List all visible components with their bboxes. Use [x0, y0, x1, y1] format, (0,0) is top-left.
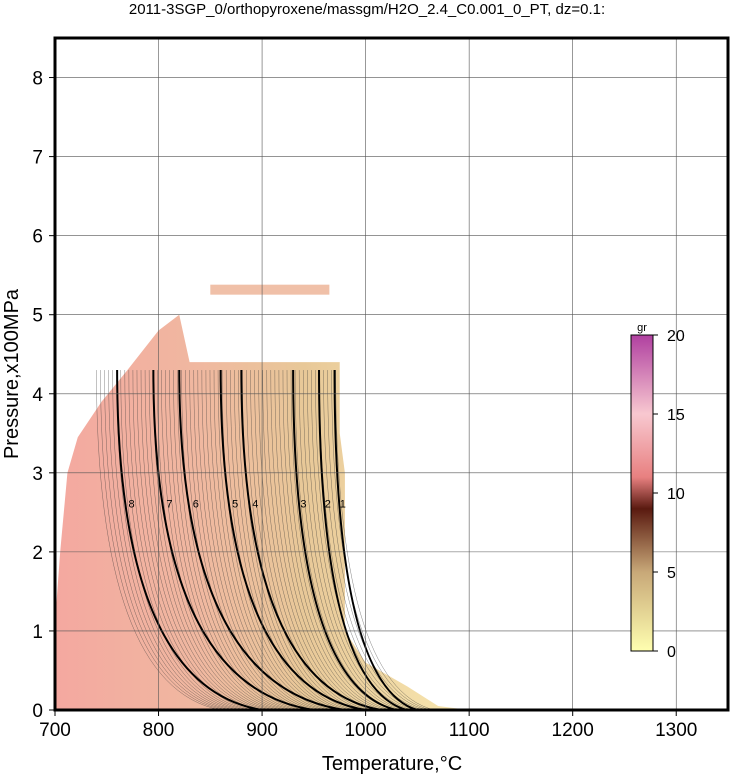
x-tick-label: 900 — [246, 720, 278, 741]
thin-contour — [96, 370, 221, 711]
contour-label: 8 — [129, 498, 135, 510]
x-tick-label: 1000 — [344, 720, 386, 741]
contour-label: 2 — [325, 498, 331, 510]
thin-contour — [250, 370, 359, 711]
y-axis-label: Pressure,x100MPa — [1, 288, 23, 459]
thin-contour — [258, 370, 366, 711]
thin-contour — [278, 370, 384, 711]
thin-contour — [262, 370, 370, 711]
thin-contour — [108, 370, 232, 711]
thin-contour — [140, 370, 261, 711]
x-tick-label: 800 — [143, 720, 175, 741]
contour-line — [178, 370, 346, 711]
contour-label: 6 — [193, 498, 199, 510]
thin-contour — [112, 370, 236, 711]
thin-contour — [298, 370, 402, 711]
contour-line — [219, 370, 366, 711]
y-tick-label: 2 — [32, 543, 43, 564]
thin-contour — [294, 370, 399, 711]
field-strip — [210, 284, 330, 295]
thin-contour — [193, 370, 308, 711]
x-tick-label: 700 — [39, 720, 71, 741]
thin-contour — [302, 370, 406, 711]
thin-contour — [234, 370, 344, 711]
thin-contour — [213, 370, 326, 711]
thin-contour — [148, 370, 268, 711]
thin-contour — [270, 370, 377, 711]
thin-contour — [124, 370, 247, 711]
thin-contour — [144, 370, 265, 711]
contour-line — [116, 370, 263, 711]
y-tick-label: 7 — [32, 148, 43, 169]
y-tick-label: 8 — [32, 69, 43, 90]
colorbar-tick-label: 0 — [667, 644, 676, 661]
colorbar-tick-label: 20 — [667, 328, 685, 345]
thin-contour — [100, 370, 225, 711]
contour-line — [240, 370, 382, 711]
contour-label: 5 — [232, 498, 238, 510]
contour-line — [152, 370, 314, 711]
contour-line — [292, 370, 397, 711]
thin-contour — [197, 370, 312, 711]
thin-contour — [177, 370, 294, 711]
x-tick-label: 1200 — [552, 720, 594, 741]
y-tick-label: 5 — [32, 306, 43, 327]
thin-contour — [128, 370, 250, 711]
thin-contour — [156, 370, 276, 711]
colorbar-tick-label: 15 — [667, 407, 685, 424]
thin-contour — [311, 370, 413, 711]
thin-contour — [282, 370, 388, 711]
x-tick-label: 1300 — [655, 720, 697, 741]
thin-contour — [209, 370, 323, 711]
chart-title: 2011-3SGP_0/orthopyroxene/massgm/H2O_2.4… — [129, 1, 605, 18]
thin-contour — [120, 370, 243, 711]
contour-label: 3 — [300, 498, 306, 510]
thin-contour — [181, 370, 297, 711]
y-tick-label: 3 — [32, 464, 43, 485]
thin-contour — [104, 370, 228, 711]
colorbar — [630, 334, 654, 652]
thin-contour — [201, 370, 315, 711]
x-axis-label: Temperature,°C — [322, 753, 462, 775]
thin-contour — [173, 370, 290, 711]
thin-contour — [132, 370, 254, 711]
contour-label: 4 — [252, 498, 258, 510]
thin-contour — [331, 370, 431, 711]
contour-line — [318, 370, 408, 711]
contour-label: 1 — [340, 498, 346, 510]
thin-contour — [335, 370, 435, 711]
thin-contour — [161, 370, 279, 711]
thin-contour — [286, 370, 392, 711]
contour-label: 7 — [166, 498, 172, 510]
contour-line — [333, 370, 418, 711]
colorbar-tick-label: 10 — [667, 486, 685, 503]
y-tick-label: 4 — [32, 385, 43, 406]
thin-contour — [274, 370, 381, 711]
y-tick-label: 1 — [32, 622, 43, 643]
frame — [53, 36, 730, 712]
y-tick-label: 6 — [32, 227, 43, 248]
y-tick-label: 0 — [32, 701, 43, 722]
thin-contour — [169, 370, 286, 711]
colorbar-label: gr — [637, 322, 647, 334]
thin-contour — [254, 370, 363, 711]
thin-contour — [225, 370, 337, 711]
thin-contour — [165, 370, 283, 711]
thin-contour — [323, 370, 424, 711]
thin-contour — [205, 370, 319, 711]
thin-contour — [327, 370, 428, 711]
thin-contour — [290, 370, 395, 711]
thin-contour — [238, 370, 348, 711]
colorbar-tick-label: 5 — [667, 565, 676, 582]
x-tick-label: 1100 — [449, 720, 490, 741]
